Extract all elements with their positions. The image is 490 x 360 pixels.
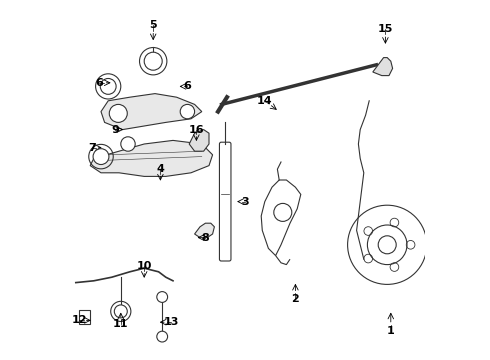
Text: 1: 1 bbox=[387, 326, 394, 336]
Text: 15: 15 bbox=[378, 24, 393, 34]
Circle shape bbox=[157, 292, 168, 302]
Polygon shape bbox=[373, 58, 392, 76]
Circle shape bbox=[180, 104, 195, 119]
Circle shape bbox=[144, 52, 162, 70]
Polygon shape bbox=[101, 94, 202, 130]
Polygon shape bbox=[90, 140, 213, 176]
Text: 10: 10 bbox=[137, 261, 152, 271]
Circle shape bbox=[378, 236, 396, 254]
Text: 13: 13 bbox=[164, 317, 179, 327]
Text: 5: 5 bbox=[149, 20, 157, 30]
Text: 2: 2 bbox=[292, 294, 299, 304]
Text: 11: 11 bbox=[113, 319, 128, 329]
Text: 7: 7 bbox=[88, 143, 96, 153]
Circle shape bbox=[114, 305, 127, 318]
Circle shape bbox=[93, 149, 109, 165]
Text: 8: 8 bbox=[201, 233, 209, 243]
Circle shape bbox=[157, 331, 168, 342]
Circle shape bbox=[121, 137, 135, 151]
Text: 4: 4 bbox=[156, 164, 164, 174]
Circle shape bbox=[100, 78, 116, 94]
Text: 14: 14 bbox=[257, 96, 272, 106]
Circle shape bbox=[109, 104, 127, 122]
Text: 12: 12 bbox=[72, 315, 87, 325]
Text: 6: 6 bbox=[95, 78, 103, 88]
Text: 9: 9 bbox=[111, 125, 120, 135]
Text: 16: 16 bbox=[189, 125, 204, 135]
Polygon shape bbox=[195, 223, 215, 238]
Text: 6: 6 bbox=[183, 81, 191, 91]
Text: 3: 3 bbox=[241, 197, 249, 207]
Polygon shape bbox=[189, 130, 209, 151]
